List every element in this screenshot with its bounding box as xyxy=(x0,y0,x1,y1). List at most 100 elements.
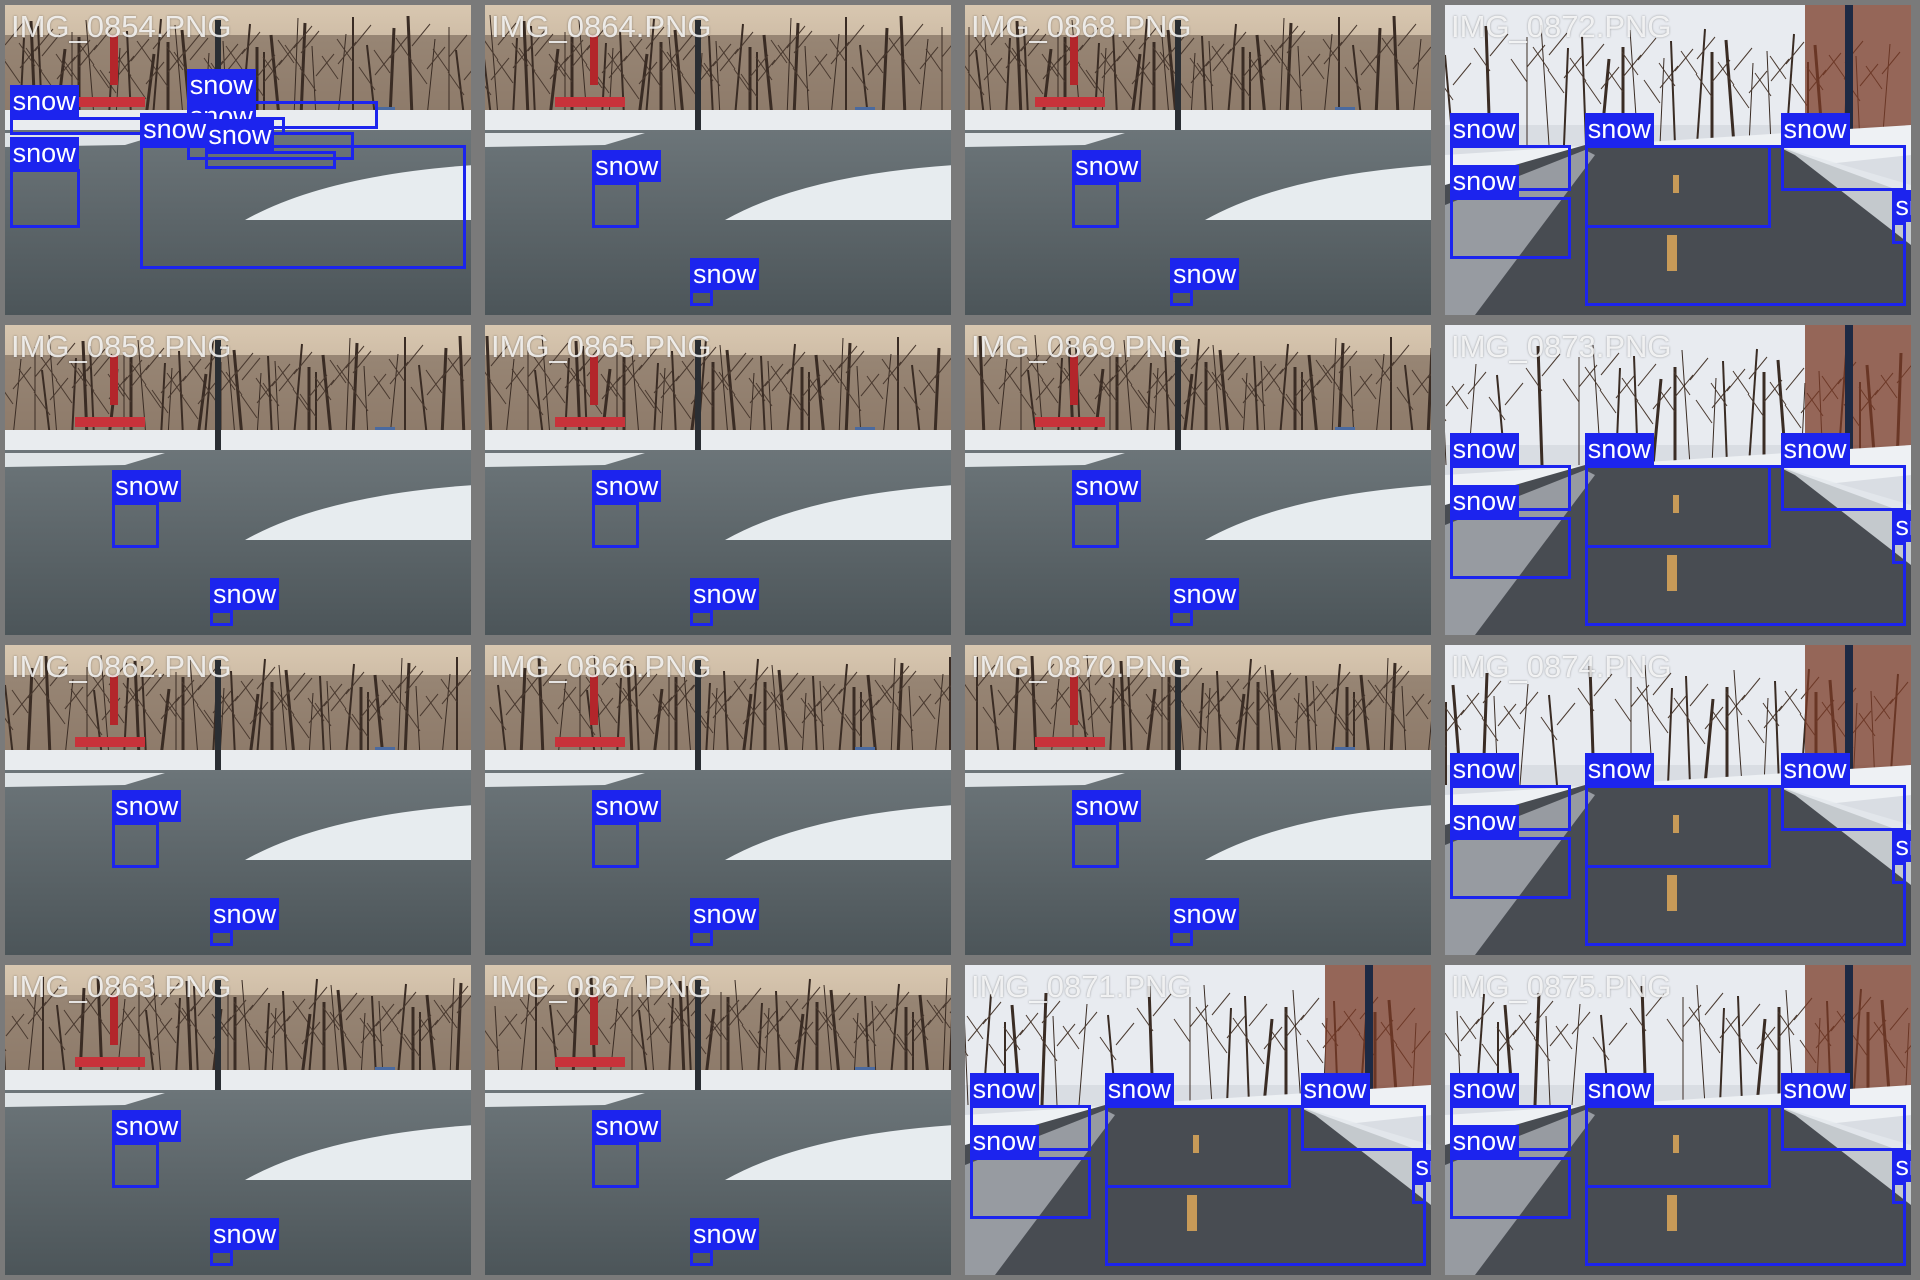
image-filename: IMG_0868.PNG xyxy=(971,9,1192,44)
detection-box xyxy=(112,501,159,549)
detection-label: snow xyxy=(1170,258,1240,291)
detection-box xyxy=(1892,222,1907,244)
detection-box xyxy=(690,1250,714,1266)
image-filename: IMG_0865.PNG xyxy=(491,329,712,364)
detection-box xyxy=(140,144,467,269)
image-tile: IMG_0858.PNG snow snow xyxy=(5,325,471,635)
detection-box xyxy=(1449,197,1571,260)
detection-box xyxy=(1584,784,1907,946)
detection-label: snow xyxy=(1780,752,1850,785)
detection-label: snow xyxy=(690,1218,760,1251)
plaza-scene-image xyxy=(5,965,471,1275)
plaza-scene-image xyxy=(5,325,471,635)
detection-box xyxy=(1072,821,1119,869)
detection-box xyxy=(9,169,80,229)
image-filename: IMG_0872.PNG xyxy=(1451,9,1672,44)
image-filename: IMG_0862.PNG xyxy=(11,649,232,684)
detection-box xyxy=(1104,1104,1427,1266)
detection-label: snow xyxy=(140,112,210,145)
detection-label: snow xyxy=(1300,1072,1370,1105)
detection-box xyxy=(112,821,159,869)
detection-box xyxy=(592,181,639,229)
detection-label: snow xyxy=(1449,432,1519,465)
detection-box xyxy=(1892,862,1907,884)
detection-box xyxy=(690,930,714,946)
detection-label: snow xyxy=(1780,432,1850,465)
detection-label: snow xyxy=(592,469,662,502)
detection-label: snow xyxy=(1449,752,1519,785)
detection-box xyxy=(1170,610,1194,626)
detection-label: snow xyxy=(1072,789,1142,822)
detection-label: snow xyxy=(1584,1072,1654,1105)
road-scene-image xyxy=(1445,965,1911,1275)
detection-box xyxy=(205,150,336,170)
image-tile: IMG_0869.PNG snow snow xyxy=(965,325,1431,635)
detection-label: snow xyxy=(1104,1072,1174,1105)
detection-box xyxy=(1584,464,1907,626)
detection-box xyxy=(690,290,714,306)
detection-box xyxy=(1412,1182,1427,1204)
detection-label: snow xyxy=(969,1125,1039,1158)
detection-label: snow xyxy=(1584,432,1654,465)
detection-box xyxy=(1170,290,1194,306)
detection-label: snow xyxy=(112,1109,182,1142)
image-filename: IMG_0875.PNG xyxy=(1451,969,1672,1004)
detection-box xyxy=(1449,837,1571,900)
detection-label: snow xyxy=(690,578,760,611)
detection-label: snow xyxy=(969,1072,1039,1105)
detection-box xyxy=(592,501,639,549)
detection-label: snow xyxy=(1412,1150,1431,1182)
detection-label: snow xyxy=(1449,165,1519,198)
detection-label: snow xyxy=(1892,190,1911,222)
detection-box xyxy=(592,1141,639,1189)
detection-box xyxy=(1072,181,1119,229)
image-tile: IMG_0863.PNG snow snow xyxy=(5,965,471,1275)
detection-label: snow xyxy=(592,149,662,182)
detection-box xyxy=(1892,542,1907,564)
image-tile: IMG_0862.PNG snow snow xyxy=(5,645,471,955)
detection-label: snow xyxy=(1892,1150,1911,1182)
image-filename: IMG_0870.PNG xyxy=(971,649,1192,684)
detection-label: snow xyxy=(1170,898,1240,931)
detection-label: snow xyxy=(186,69,256,102)
detection-label: snow xyxy=(1584,112,1654,145)
detection-label: snow xyxy=(1892,510,1911,542)
image-filename: IMG_0867.PNG xyxy=(491,969,712,1004)
detection-label: snow xyxy=(592,1109,662,1142)
detection-box xyxy=(592,821,639,869)
image-filename: IMG_0858.PNG xyxy=(11,329,232,364)
detection-label: snow xyxy=(112,789,182,822)
image-filename: IMG_0863.PNG xyxy=(11,969,232,1004)
detection-box xyxy=(210,610,234,626)
plaza-scene-image xyxy=(965,645,1431,955)
detection-label: snow xyxy=(210,578,280,611)
detection-box xyxy=(1892,1182,1907,1204)
image-filename: IMG_0871.PNG xyxy=(971,969,1192,1004)
detection-label: snow xyxy=(1449,1125,1519,1158)
detection-label: snow xyxy=(1449,485,1519,518)
detection-label: snow xyxy=(1780,112,1850,145)
detection-label: snow xyxy=(1892,830,1911,862)
image-tile: IMG_0854.PNG snow snow snow snow snow snow xyxy=(5,5,471,315)
plaza-scene-image xyxy=(965,5,1431,315)
detection-box xyxy=(690,610,714,626)
detection-box xyxy=(112,1141,159,1189)
image-filename: IMG_0873.PNG xyxy=(1451,329,1672,364)
detection-label: snow xyxy=(1170,578,1240,611)
detection-label: snow xyxy=(690,898,760,931)
detection-box xyxy=(969,1157,1091,1220)
detection-label: snow xyxy=(1449,805,1519,838)
detection-label: snow xyxy=(1072,149,1142,182)
detection-label: snow xyxy=(9,84,79,117)
image-tile: IMG_0866.PNG snow snow xyxy=(485,645,951,955)
detection-label: snow xyxy=(1780,1072,1850,1105)
